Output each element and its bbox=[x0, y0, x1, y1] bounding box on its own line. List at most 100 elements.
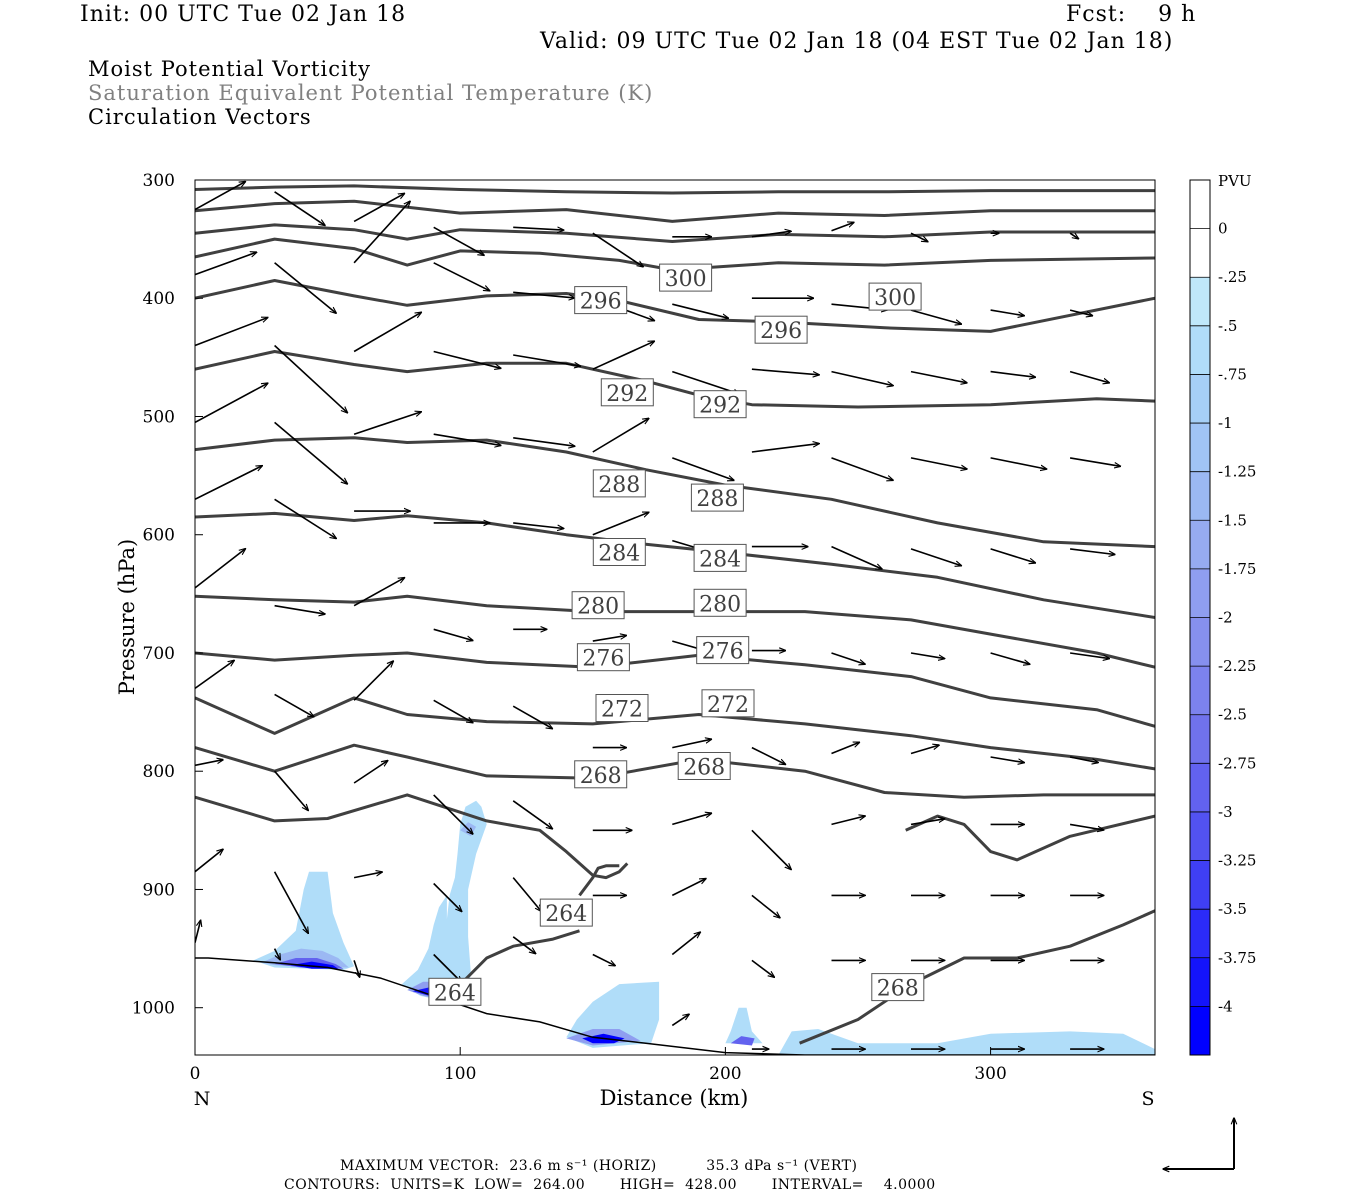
colorbar-swatch bbox=[1190, 471, 1210, 521]
contour-label-box bbox=[696, 636, 750, 665]
colorbar-swatch bbox=[1190, 714, 1210, 764]
circulation-vector bbox=[273, 871, 309, 934]
circulation-vector bbox=[433, 433, 501, 445]
theta-contour-line bbox=[195, 184, 1155, 195]
circulation-vector bbox=[273, 770, 309, 810]
theta-es-contours bbox=[195, 184, 1155, 1045]
colorbar-swatch bbox=[1190, 617, 1210, 667]
circulation-vector bbox=[592, 636, 627, 642]
title-vectors: Circulation Vectors bbox=[88, 105, 312, 129]
circulation-vector bbox=[831, 742, 860, 755]
contour-label-box bbox=[701, 689, 755, 718]
colorbar-tick-label: -.5 bbox=[1218, 317, 1237, 335]
colorbar-swatch bbox=[1190, 277, 1210, 327]
circulation-vector bbox=[195, 660, 234, 690]
circulation-vector bbox=[513, 437, 575, 446]
circulation-vector bbox=[1069, 309, 1092, 316]
circulation-vector bbox=[195, 383, 268, 424]
circulation-vector bbox=[672, 457, 734, 480]
circulation-vector bbox=[831, 457, 894, 480]
circulation-vector bbox=[353, 960, 360, 977]
pv-shaded-region bbox=[725, 1007, 763, 1044]
circulation-vector bbox=[433, 350, 501, 369]
contour-label-text: 268 bbox=[580, 764, 622, 789]
x-tick-label: 0 bbox=[190, 1064, 201, 1084]
circulation-vector bbox=[353, 312, 421, 353]
title-mpv: Moist Potential Vorticity bbox=[88, 57, 371, 81]
y-axis-label: Pressure (hPa) bbox=[115, 539, 139, 695]
contour-label-box bbox=[539, 898, 593, 927]
contour-label-text: 284 bbox=[598, 542, 640, 567]
circulation-vector bbox=[671, 1014, 689, 1027]
circulation-vector bbox=[513, 354, 580, 366]
title-theta-es: Saturation Equivalent Potential Temperat… bbox=[88, 81, 654, 105]
theta-contour-line bbox=[195, 594, 1155, 669]
circulation-vector bbox=[513, 522, 563, 529]
circulation-vector bbox=[195, 920, 201, 943]
colorbar-swatch bbox=[1190, 180, 1210, 230]
contour-label-box bbox=[659, 263, 713, 292]
circulation-vector bbox=[592, 341, 655, 370]
circulation-vector bbox=[671, 879, 706, 897]
circulation-vector bbox=[910, 232, 928, 241]
circulation-vector bbox=[592, 232, 643, 267]
x-tick-label: 200 bbox=[709, 1064, 741, 1084]
circulation-vector bbox=[274, 693, 314, 716]
colorbar-swatch bbox=[1190, 423, 1210, 473]
colorbar-tick-label: -1 bbox=[1218, 414, 1233, 432]
contour-label-text: 268 bbox=[683, 756, 725, 781]
reference-vector-icon bbox=[1163, 1118, 1234, 1169]
contour-label-text: 264 bbox=[545, 902, 587, 927]
y-tick-label: 700 bbox=[143, 644, 175, 664]
contour-label-text: 272 bbox=[601, 698, 643, 723]
contour-label-box bbox=[690, 483, 744, 512]
circulation-vector bbox=[592, 512, 649, 536]
circulation-vector bbox=[751, 746, 786, 765]
pv-shaded-region bbox=[730, 1036, 755, 1046]
x-tick-label: 100 bbox=[444, 1064, 476, 1084]
colorbar-tick-label: -1.5 bbox=[1218, 511, 1247, 529]
pv-colorbar: PVU 0 -.25 -.5 -.75 -1 -1.25 -1.5 -1.75 -2 -2.25 -2… bbox=[1189, 172, 1256, 1056]
colorbar-swatch bbox=[1190, 957, 1210, 1007]
circulation-vector bbox=[353, 661, 393, 701]
circulation-vector bbox=[831, 652, 866, 664]
theta-contour-line bbox=[195, 743, 1155, 799]
contour-label-box bbox=[592, 469, 646, 498]
contour-label-text: 264 bbox=[434, 981, 476, 1006]
axes: 0 100 200 300 300 400 500 600 700 800 900 1000 bbox=[132, 171, 1007, 1084]
circulation-vector bbox=[1069, 823, 1104, 830]
circulation-vector bbox=[195, 252, 257, 276]
colorbar-tick-label: -3.25 bbox=[1218, 852, 1256, 870]
south-end-label: S bbox=[1141, 1088, 1154, 1110]
circulation-vector bbox=[910, 309, 961, 324]
contour-label-text: 292 bbox=[606, 382, 648, 407]
colorbar-swatch bbox=[1190, 520, 1210, 570]
circulation-vector bbox=[990, 548, 1036, 563]
circulation-vector bbox=[195, 849, 223, 873]
circulation-vector bbox=[274, 344, 348, 413]
pv-shaded-region bbox=[401, 800, 487, 1002]
circulation-vector bbox=[672, 739, 711, 749]
circulation-vector bbox=[274, 191, 325, 226]
theta-contour-line bbox=[464, 929, 580, 981]
circulation-vector bbox=[274, 604, 325, 614]
circulation-vector bbox=[831, 816, 866, 826]
circulation-vector bbox=[751, 444, 819, 453]
circulation-vector bbox=[671, 932, 700, 956]
pv-shading-layer bbox=[253, 800, 1155, 1055]
theta-contour-line bbox=[195, 223, 1155, 243]
contour-label-text: 292 bbox=[699, 394, 741, 419]
contour-label-text: 300 bbox=[665, 267, 707, 292]
circulation-vector bbox=[353, 412, 421, 435]
circulation-vector bbox=[274, 262, 337, 313]
colorbar-swatch bbox=[1190, 568, 1210, 618]
colorbar-tick-label: -2.75 bbox=[1218, 754, 1256, 772]
circulation-vector bbox=[353, 578, 404, 607]
circulation-vector bbox=[910, 457, 967, 469]
contour-label-text: 288 bbox=[696, 487, 738, 512]
colorbar-swatch bbox=[1190, 1006, 1210, 1056]
plot-frame bbox=[194, 179, 1156, 1056]
contour-label-box bbox=[754, 315, 808, 344]
contour-label-text: 276 bbox=[702, 640, 744, 665]
contour-label-box bbox=[871, 973, 925, 1002]
